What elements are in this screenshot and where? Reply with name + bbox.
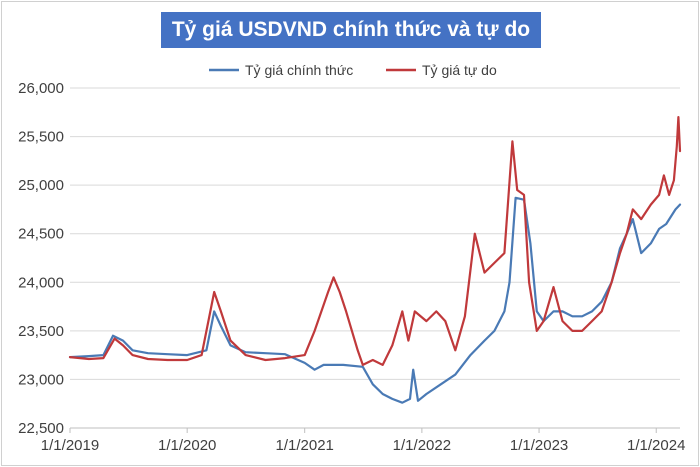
y-tick-label: 25,500 — [18, 129, 64, 146]
y-tick-label: 26,000 — [18, 80, 64, 97]
y-tick-label: 23,000 — [18, 371, 64, 388]
y-tick-label: 23,500 — [18, 323, 64, 340]
series-line-free-market — [68, 116, 682, 366]
series-line-official — [68, 196, 682, 404]
x-tick-label: 1/1/2021 — [275, 437, 333, 454]
legend-label: Tỷ giá chính thức — [245, 62, 353, 78]
legend: Tỷ giá chính thức Tỷ giá tự do — [209, 62, 497, 78]
y-tick-label: 24,500 — [18, 226, 64, 243]
chart-title: Tỷ giá USDVND chính thức và tự do — [161, 12, 541, 48]
y-tick-label: 25,000 — [18, 177, 64, 194]
y-axis: 22,500 23,000 23,500 24,000 24,500 25,000 25,5… — [18, 80, 64, 437]
x-tick-label: 1/1/2020 — [158, 437, 216, 454]
y-tick-label: 24,000 — [18, 274, 64, 291]
x-tick-label: 1/1/2022 — [393, 437, 451, 454]
plot-area — [68, 116, 682, 404]
x-axis: 1/1/2019 1/1/2020 1/1/2021 1/1/2022 1/1/2023… — [41, 427, 685, 454]
x-tick-label: 1/1/2024 — [627, 437, 685, 454]
x-tick-label: 1/1/2019 — [41, 437, 99, 454]
y-tick-label: 22,500 — [18, 420, 64, 437]
gridlines — [70, 87, 680, 429]
legend-label: Tỷ giá tự do — [422, 62, 497, 78]
x-tick-label: 1/1/2023 — [510, 437, 568, 454]
